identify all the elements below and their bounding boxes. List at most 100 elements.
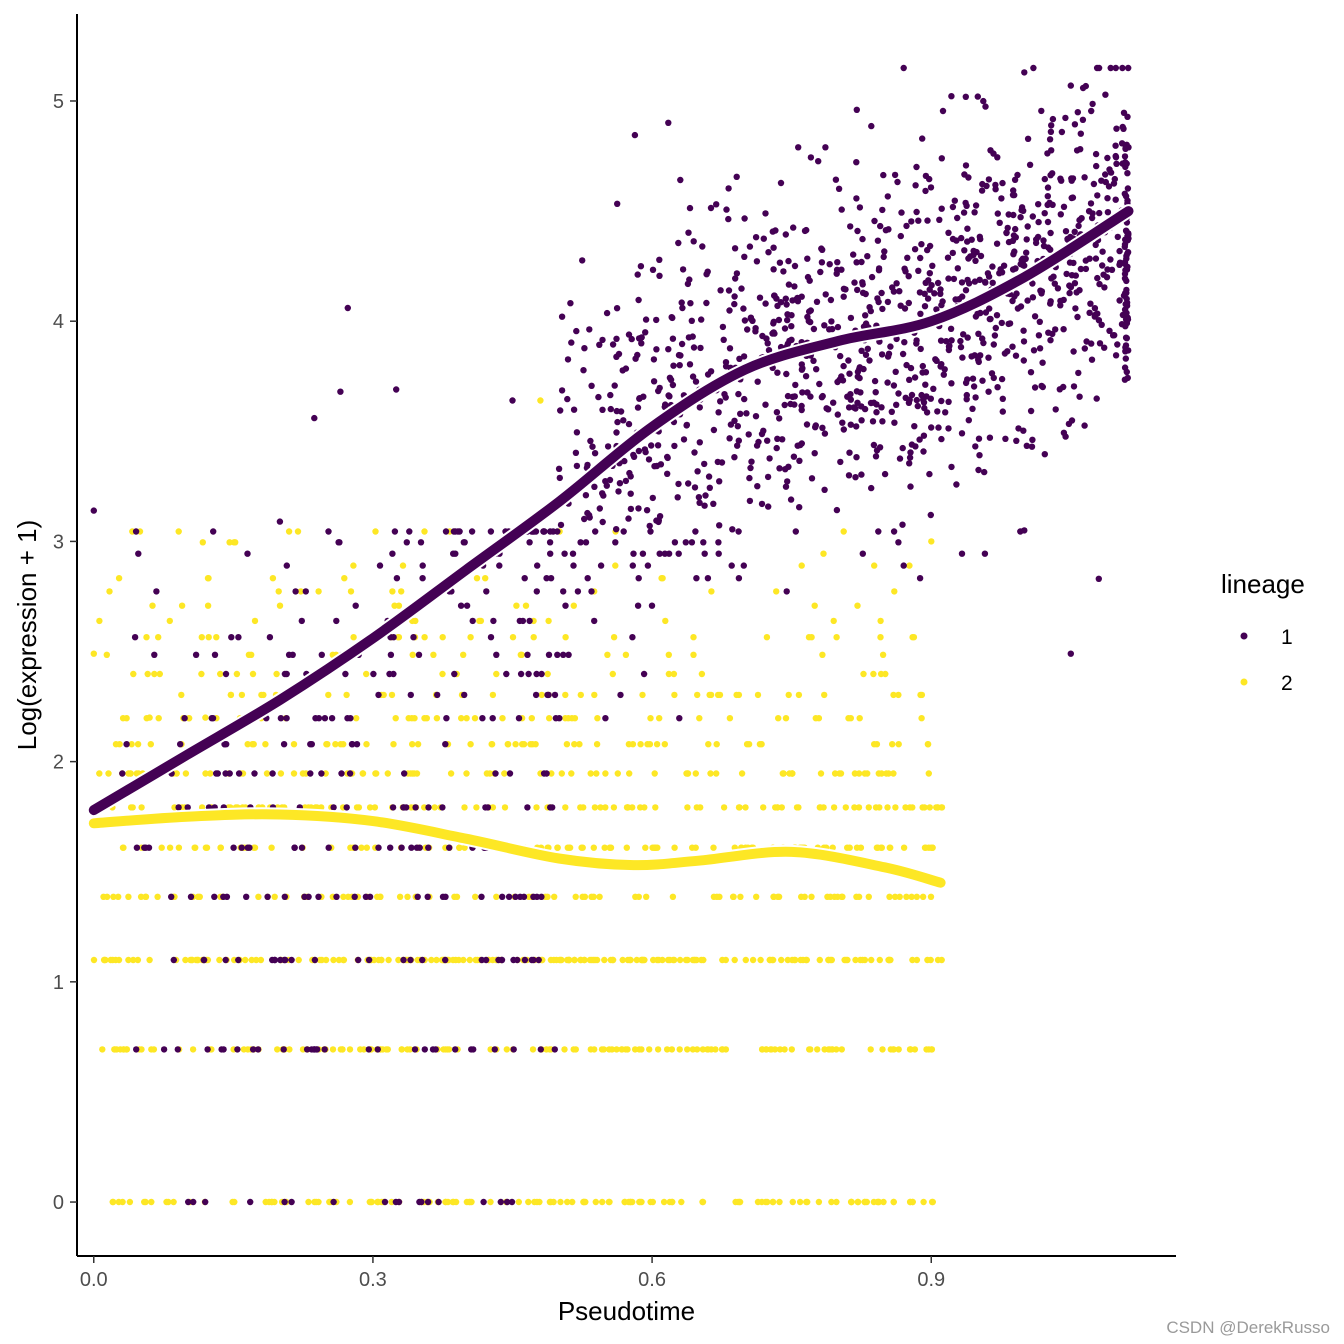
point-lineage-1 bbox=[945, 275, 952, 282]
point-lineage-1 bbox=[979, 377, 986, 384]
point-lineage-1 bbox=[538, 893, 545, 900]
point-lineage-2 bbox=[661, 741, 668, 748]
point-lineage-2 bbox=[493, 893, 500, 900]
point-lineage-2 bbox=[227, 691, 235, 699]
point-lineage-1 bbox=[677, 352, 684, 359]
point-lineage-1 bbox=[1012, 352, 1020, 359]
point-lineage-1 bbox=[1110, 180, 1118, 187]
point-lineage-2 bbox=[421, 715, 428, 722]
point-lineage-1 bbox=[584, 509, 591, 517]
point-lineage-2 bbox=[654, 1046, 662, 1053]
point-lineage-1 bbox=[407, 691, 414, 699]
point-lineage-1 bbox=[738, 285, 745, 292]
point-lineage-1 bbox=[202, 1198, 209, 1206]
point-lineage-1 bbox=[452, 1046, 459, 1053]
point-lineage-2 bbox=[198, 670, 205, 678]
point-lineage-2 bbox=[388, 691, 396, 699]
point-lineage-1 bbox=[826, 261, 833, 268]
point-lineage-1 bbox=[1112, 196, 1119, 203]
point-lineage-1 bbox=[545, 691, 552, 699]
point-lineage-2 bbox=[609, 670, 616, 678]
point-lineage-2 bbox=[606, 844, 613, 851]
point-lineage-1 bbox=[569, 550, 577, 557]
point-lineage-1 bbox=[348, 741, 356, 748]
point-lineage-1 bbox=[754, 483, 761, 490]
point-lineage-1 bbox=[1090, 180, 1098, 188]
point-lineage-1 bbox=[669, 381, 677, 389]
point-lineage-2 bbox=[670, 670, 678, 678]
point-lineage-1 bbox=[989, 263, 996, 270]
point-lineage-1 bbox=[752, 325, 759, 332]
point-lineage-1 bbox=[908, 391, 916, 399]
point-lineage-2 bbox=[865, 893, 872, 900]
point-lineage-2 bbox=[213, 634, 220, 641]
point-lineage-1 bbox=[962, 93, 969, 101]
point-lineage-2 bbox=[391, 602, 398, 609]
point-lineage-1 bbox=[607, 391, 614, 399]
point-lineage-2 bbox=[853, 844, 861, 851]
point-lineage-2 bbox=[232, 539, 239, 546]
point-lineage-2 bbox=[923, 1046, 930, 1053]
point-lineage-2 bbox=[742, 804, 749, 811]
point-lineage-1 bbox=[588, 588, 595, 595]
point-lineage-1 bbox=[921, 290, 928, 297]
point-lineage-1 bbox=[1035, 201, 1042, 208]
point-lineage-1 bbox=[1088, 107, 1095, 115]
point-lineage-2 bbox=[606, 1198, 613, 1206]
point-lineage-1 bbox=[551, 691, 559, 699]
point-lineage-2 bbox=[658, 575, 665, 582]
point-lineage-1 bbox=[607, 405, 614, 413]
point-lineage-1 bbox=[762, 210, 769, 217]
point-lineage-1 bbox=[1060, 326, 1067, 333]
point-lineage-2 bbox=[355, 804, 363, 811]
point-lineage-2 bbox=[731, 956, 738, 964]
point-lineage-1 bbox=[857, 389, 864, 396]
point-lineage-1 bbox=[653, 346, 660, 353]
point-lineage-1 bbox=[957, 343, 965, 351]
point-lineage-1 bbox=[696, 499, 703, 506]
point-lineage-1 bbox=[1079, 84, 1087, 92]
point-lineage-2 bbox=[762, 1198, 769, 1206]
point-lineage-1 bbox=[381, 1198, 389, 1206]
point-lineage-2 bbox=[830, 617, 837, 625]
point-lineage-1 bbox=[1047, 298, 1054, 305]
point-lineage-2 bbox=[565, 715, 572, 722]
point-lineage-2 bbox=[604, 651, 611, 658]
point-lineage-1 bbox=[517, 670, 525, 678]
point-lineage-2 bbox=[609, 956, 616, 964]
point-lineage-1 bbox=[726, 435, 733, 442]
point-lineage-1 bbox=[981, 468, 988, 476]
point-lineage-1 bbox=[1039, 383, 1047, 391]
point-lineage-1 bbox=[346, 770, 354, 777]
point-lineage-1 bbox=[283, 670, 290, 678]
point-lineage-1 bbox=[928, 424, 935, 431]
point-lineage-2 bbox=[650, 956, 657, 964]
point-lineage-1 bbox=[307, 770, 314, 777]
point-lineage-2 bbox=[758, 1046, 766, 1053]
point-lineage-2 bbox=[268, 844, 275, 851]
point-lineage-1 bbox=[398, 844, 405, 851]
point-lineage-1 bbox=[781, 325, 789, 332]
point-lineage-2 bbox=[445, 1046, 453, 1053]
point-lineage-2 bbox=[431, 804, 438, 811]
point-lineage-1 bbox=[1102, 178, 1110, 186]
point-lineage-1 bbox=[1093, 162, 1100, 170]
point-lineage-2 bbox=[385, 956, 392, 964]
point-lineage-1 bbox=[911, 374, 919, 381]
point-lineage-1 bbox=[734, 423, 741, 430]
point-lineage-1 bbox=[661, 550, 669, 557]
point-lineage-1 bbox=[461, 691, 468, 699]
point-lineage-1 bbox=[1052, 406, 1059, 413]
point-lineage-1 bbox=[948, 337, 955, 344]
point-lineage-2 bbox=[144, 670, 151, 678]
point-lineage-1 bbox=[900, 64, 907, 72]
point-lineage-1 bbox=[495, 956, 502, 964]
point-lineage-1 bbox=[1001, 350, 1009, 357]
point-lineage-1 bbox=[902, 268, 909, 275]
point-lineage-1 bbox=[917, 254, 924, 262]
point-lineage-2 bbox=[274, 1046, 281, 1053]
point-lineage-1 bbox=[817, 268, 824, 276]
y-tick-label: 2 bbox=[53, 752, 64, 774]
point-lineage-1 bbox=[736, 355, 743, 362]
point-lineage-1 bbox=[648, 442, 655, 449]
